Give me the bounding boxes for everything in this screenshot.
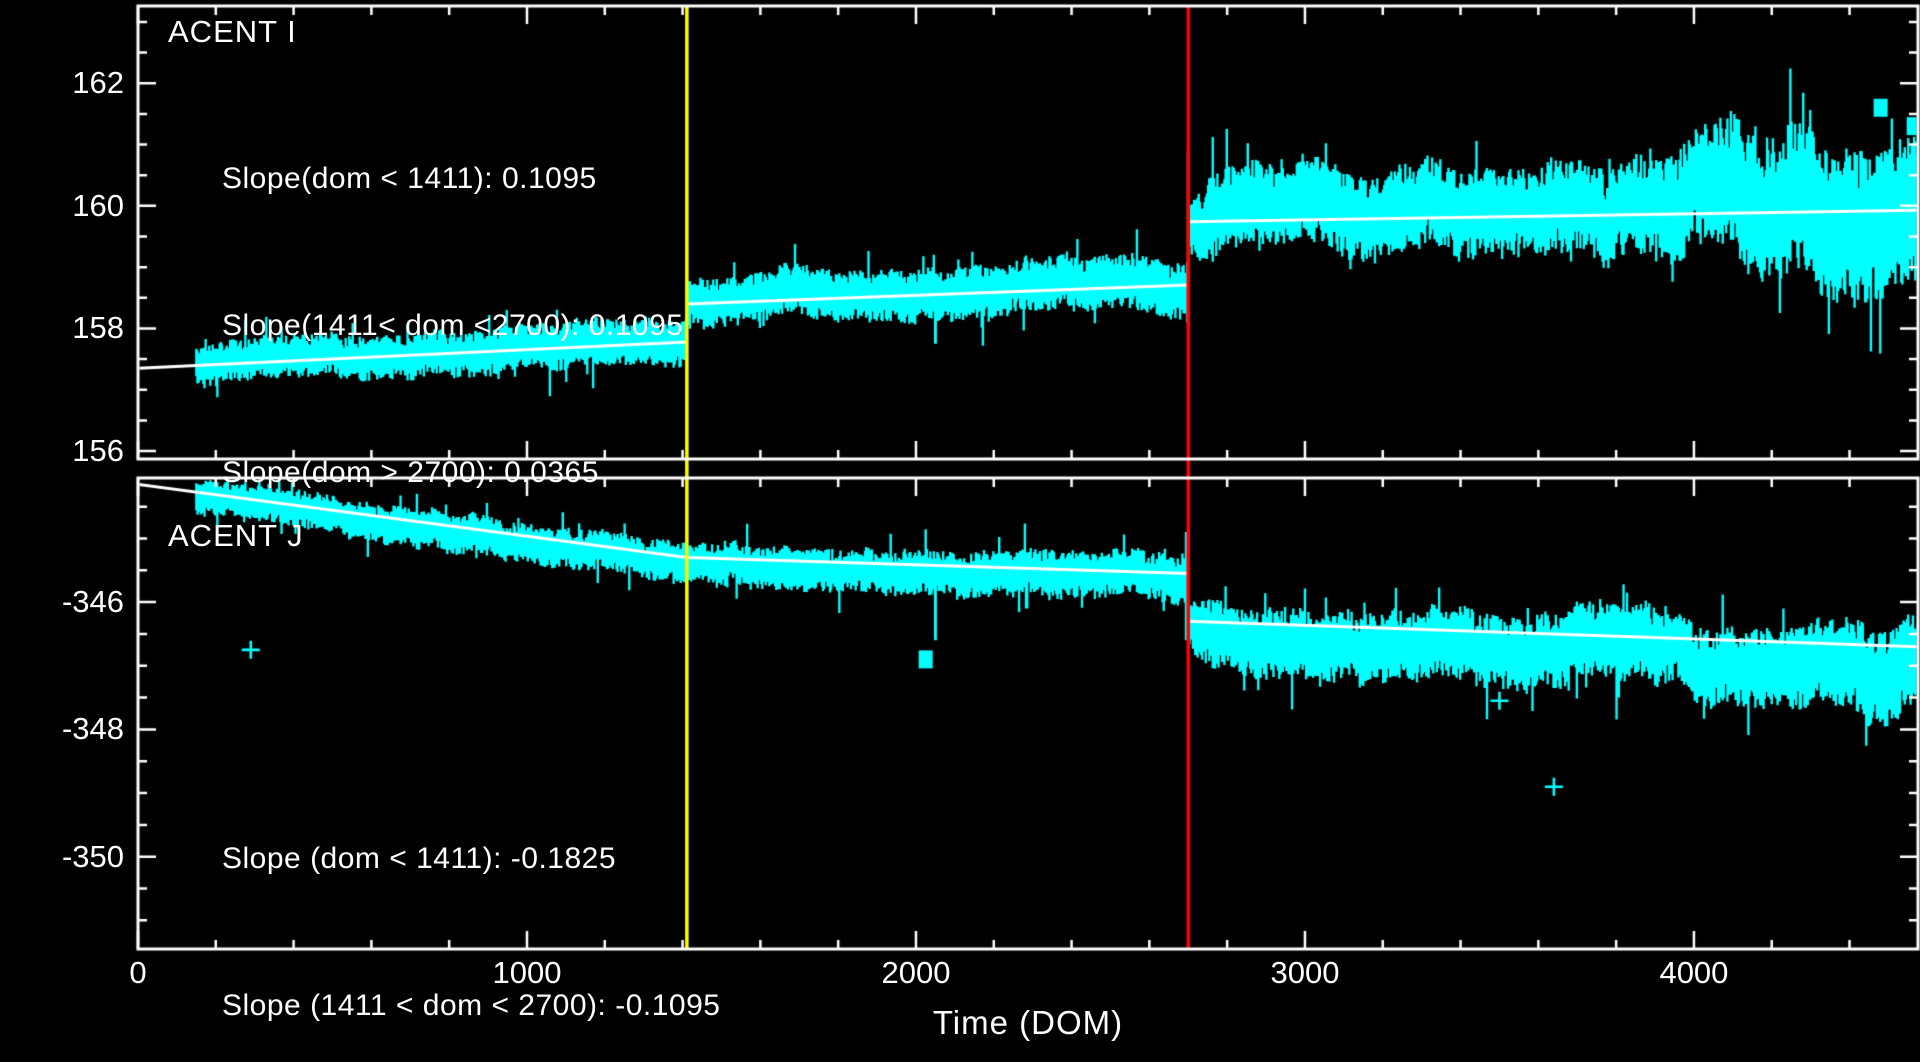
y-tick-label: -346 — [61, 584, 124, 620]
x-tick-label: 4000 — [1659, 955, 1729, 990]
panel-label-acent-i: ACENT I — [168, 14, 297, 49]
x-tick-label: 1000 — [492, 955, 562, 990]
x-axis-label: Time (DOM) — [932, 1004, 1124, 1041]
y-tick-label: 160 — [72, 187, 124, 223]
slope-annotations-top: Slope(dom < 1411): 0.1095 Slope(1411< do… — [222, 56, 683, 595]
x-tick-label: 2000 — [881, 955, 951, 990]
y-tick-label: 162 — [72, 65, 124, 101]
y-tick-label: 158 — [72, 310, 124, 346]
x-tick-label: 3000 — [1270, 955, 1340, 990]
slope-annotation: Slope(dom < 1411): 0.1095 — [222, 162, 597, 195]
panel-label-acent-j: ACENT J — [168, 518, 304, 553]
slope-annotations-bottom: Slope (dom < 1411): -0.1825 Slope (1411 … — [222, 736, 720, 1062]
slope-annotation: Slope (1411 < dom < 2700): -0.1095 — [222, 989, 721, 1022]
y-tick-label: 156 — [72, 433, 124, 469]
slope-annotation: Slope(dom > 2700): 0.0365 — [222, 456, 599, 489]
x-tick-label: 0 — [129, 955, 147, 990]
slope-annotation: Slope (dom < 1411): -0.1825 — [222, 842, 617, 875]
y-tick-label: -350 — [61, 838, 124, 874]
y-tick-label: -348 — [61, 711, 124, 747]
slope-annotation: Slope(1411< dom <2700): 0.1095 — [222, 309, 684, 342]
